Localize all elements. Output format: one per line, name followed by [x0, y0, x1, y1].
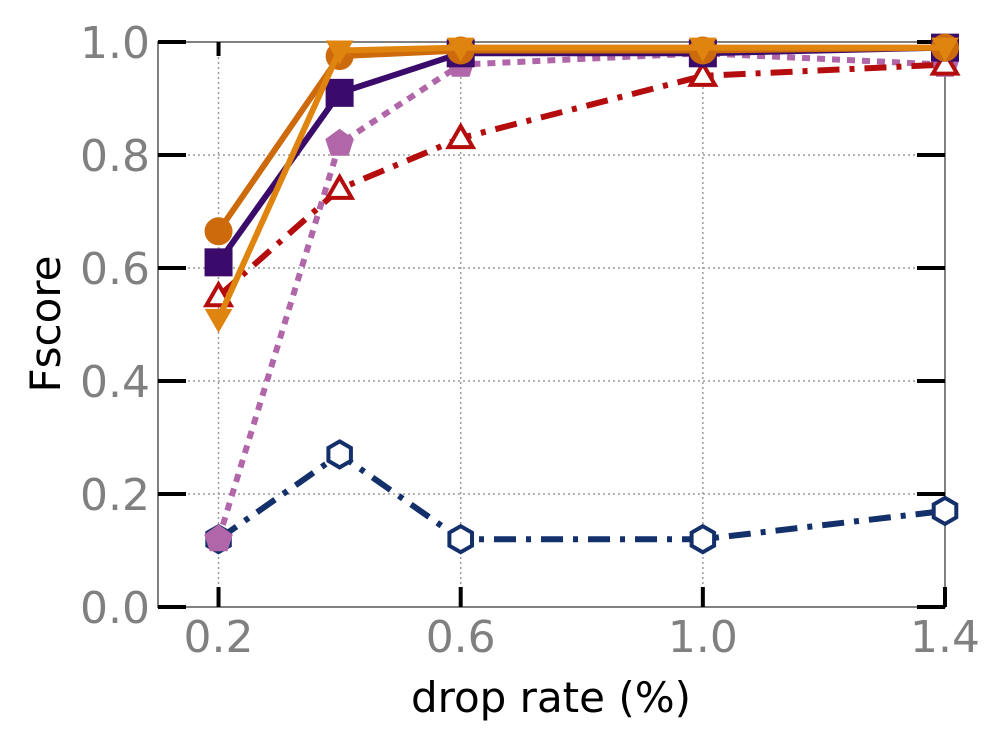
series-0-point-3 — [689, 523, 717, 555]
y-tick-label-1: 0.2 — [80, 470, 150, 521]
x-tick-label-2: 1.0 — [668, 612, 738, 663]
series-5-point-2 — [446, 37, 475, 62]
series-2 — [202, 48, 961, 308]
series-0-point-2 — [447, 523, 474, 555]
series-0-point-4 — [931, 495, 959, 527]
y-tick-label-2: 0.4 — [80, 357, 150, 408]
y-axis-label: Fscore — [21, 255, 70, 392]
y-tick-label-4: 0.8 — [80, 131, 150, 182]
series-5 — [204, 37, 959, 333]
x-tick-label-1: 0.6 — [426, 612, 496, 663]
series-3 — [204, 33, 959, 277]
series-0-point-1 — [326, 439, 353, 470]
plot-frame — [157, 41, 946, 608]
tick-labels: 0.0 0.2 0.4 0.6 0.8 1.0 0.2 0.6 1.0 1.4 — [80, 18, 980, 663]
series-1 — [204, 38, 960, 552]
series-2-point-2 — [445, 122, 477, 150]
series-3-point-1 — [325, 78, 354, 107]
series-5-point-0 — [204, 308, 233, 333]
x-tick-label-3: 1.4 — [910, 612, 980, 663]
series-2-point-1 — [324, 172, 356, 200]
series-2-point-3 — [687, 59, 719, 87]
y-tick-label-5: 1.0 — [80, 18, 150, 69]
x-axis-label: drop rate (%) — [411, 673, 691, 722]
series-0 — [205, 439, 959, 555]
series-1-point-0 — [204, 524, 233, 552]
series-5-point-1 — [325, 40, 354, 65]
data-series — [202, 33, 961, 555]
series-1-line — [215, 50, 946, 541]
series-1-point-1 — [325, 128, 354, 156]
series-5-point-4 — [931, 37, 959, 62]
y-tick-label-0: 0.0 — [80, 583, 150, 634]
y-tick-label-3: 0.6 — [80, 244, 150, 295]
series-0-line — [216, 451, 946, 543]
series-4-point-0 — [204, 217, 233, 246]
series-4 — [204, 33, 959, 246]
series-2-point-4 — [929, 48, 961, 76]
series-5-point-3 — [689, 37, 717, 62]
x-tick-label-0: 0.2 — [184, 612, 254, 663]
series-3-point-0 — [204, 248, 233, 277]
